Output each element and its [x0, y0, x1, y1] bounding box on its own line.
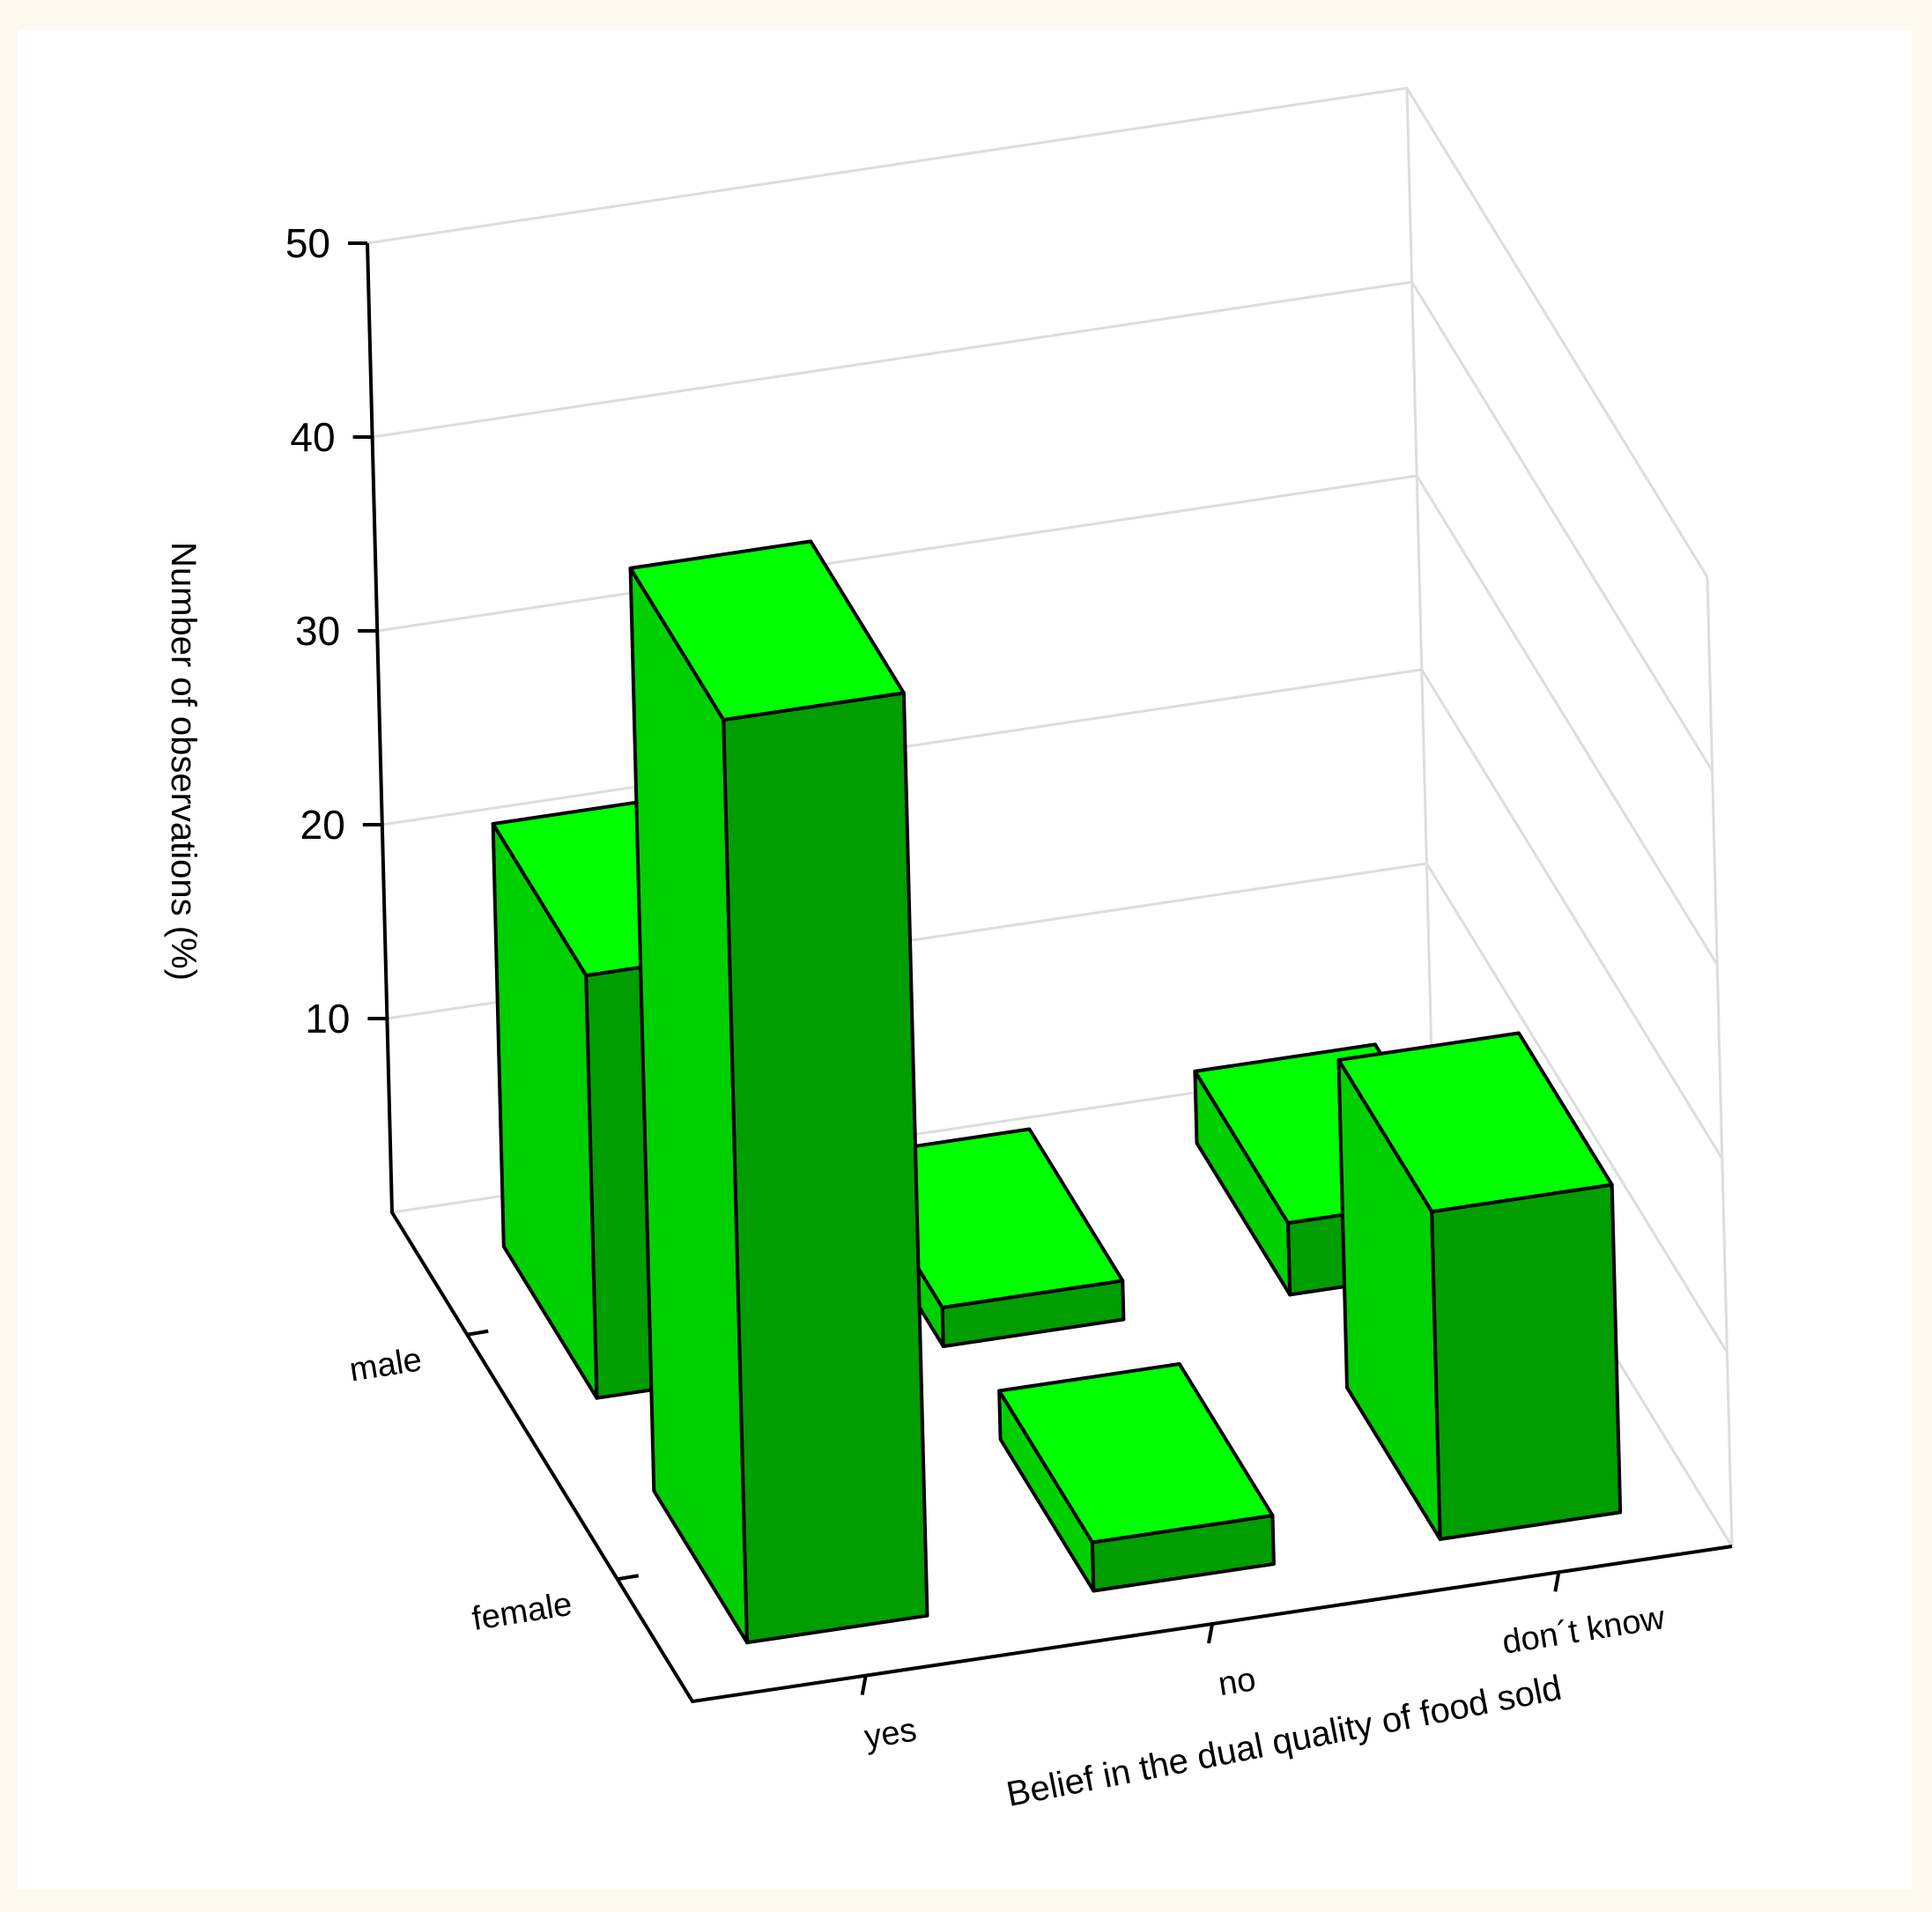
x-tick-mark	[1553, 1571, 1561, 1592]
wall-edge	[1706, 576, 1734, 1547]
bar-top-face	[997, 1362, 1275, 1545]
y-tick-label: 40	[290, 414, 335, 460]
x-tick-label-yes: yes	[862, 1711, 919, 1756]
bar-front-face	[1430, 1182, 1623, 1541]
bar-top-face	[1336, 1031, 1614, 1214]
x-tick-mark	[1207, 1623, 1214, 1644]
x-tick-label-don-t-know: don´t know	[1499, 1599, 1668, 1662]
bar-female-no	[997, 1362, 1276, 1593]
chart-svg: 10 20 30 40 50 yes no don´t know male female Numb…	[164, 86, 1734, 1814]
x-tick-mark	[860, 1675, 868, 1696]
y-tick-label: 20	[300, 802, 345, 848]
axis-layer	[348, 241, 1733, 1704]
wall-edge	[1405, 87, 1433, 1058]
series-tick-mark	[617, 1574, 640, 1582]
chart-area: 10 20 30 40 50 yes no don´t know male female Numb…	[18, 30, 1912, 1889]
bar-front-face	[722, 691, 929, 1645]
series-label-female: female	[470, 1586, 574, 1638]
y-tick-label: 50	[285, 220, 330, 266]
x-tick-label-no: no	[1216, 1661, 1258, 1703]
bars-layer	[491, 539, 1623, 1645]
y-tick-label: 30	[295, 608, 340, 654]
bar-female-yes	[628, 539, 929, 1645]
series-tick-mark	[466, 1329, 489, 1337]
gridline	[372, 280, 1714, 772]
series-label-male: male	[347, 1341, 425, 1389]
y-axis-title: Number of observations (%)	[164, 542, 203, 981]
bar-top-face	[628, 539, 906, 722]
gridline	[366, 86, 1709, 578]
bar-female-don-t-know	[1336, 1031, 1623, 1541]
y-tick-label: 10	[305, 996, 350, 1041]
x-axis-title: Belief in the dual quality of food sold	[1003, 1669, 1565, 1814]
